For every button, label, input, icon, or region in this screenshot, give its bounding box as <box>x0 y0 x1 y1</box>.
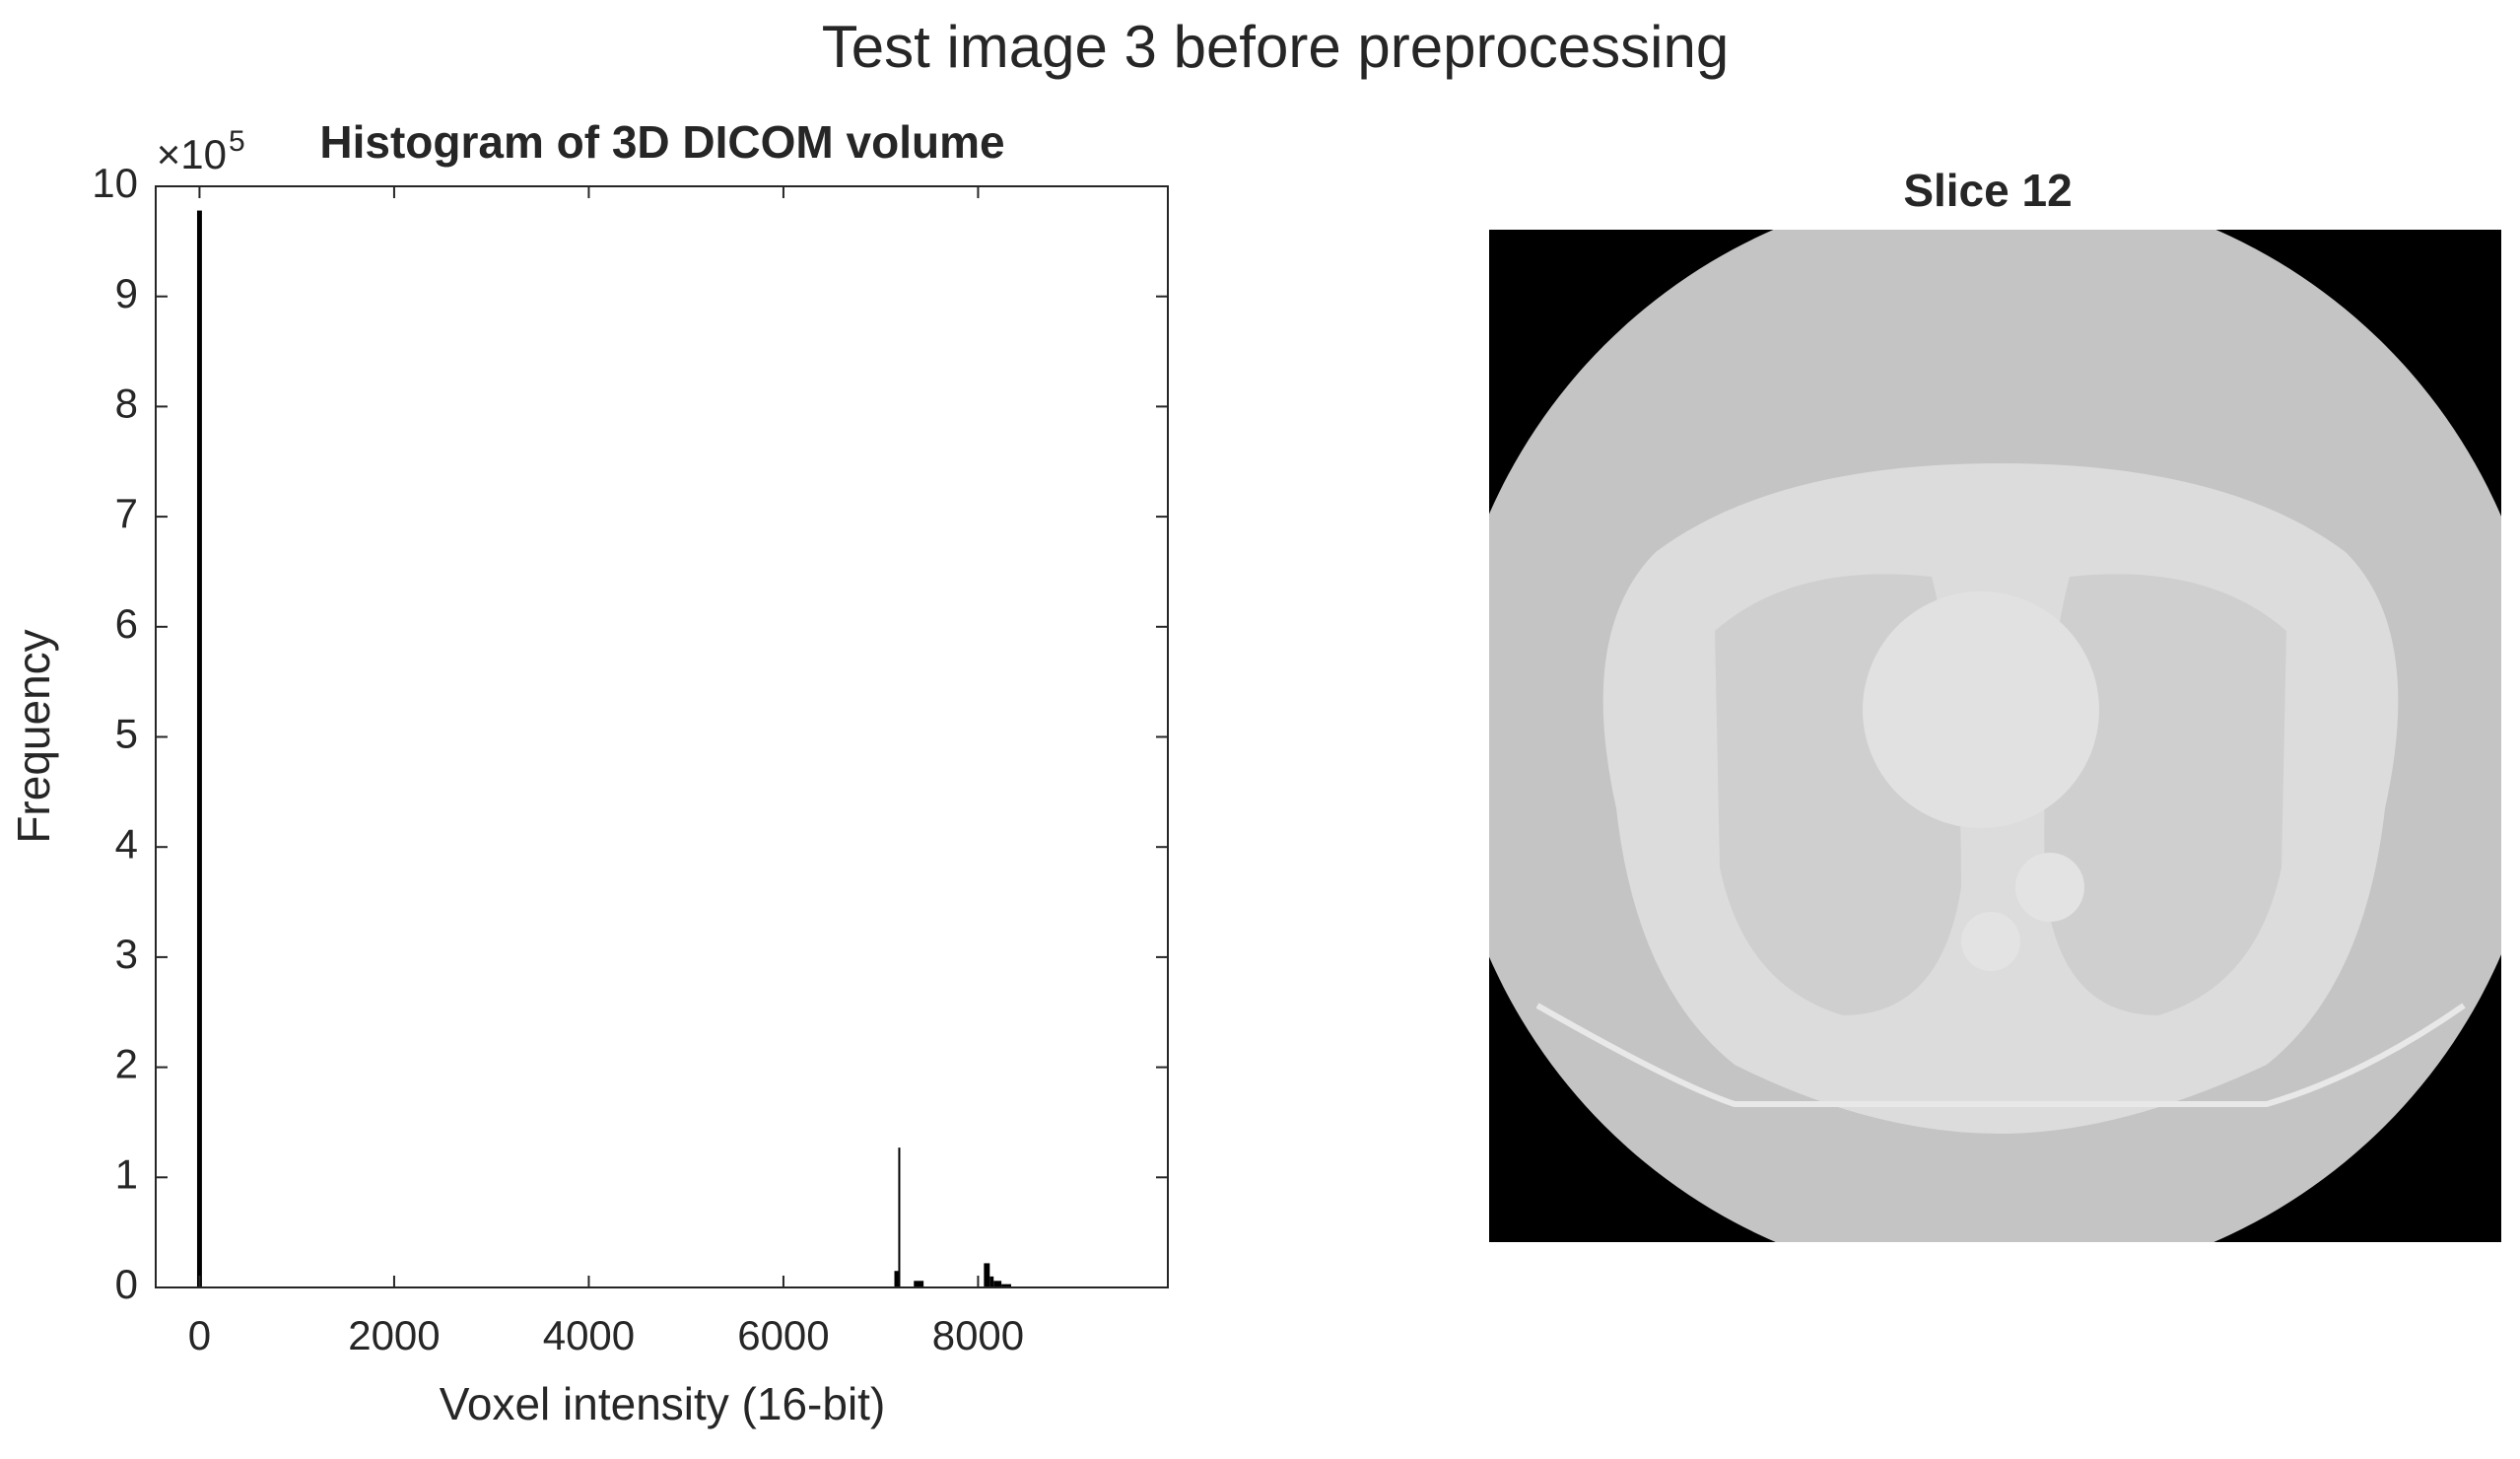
histogram-bar <box>196 210 202 1288</box>
y-tick-label: 2 <box>115 1041 138 1087</box>
x-tick-label: 4000 <box>543 1312 635 1358</box>
y-tick-label: 4 <box>115 820 138 867</box>
histogram-bar <box>914 1281 924 1287</box>
x-tick-label: 8000 <box>932 1312 1024 1358</box>
histogram-bar <box>1001 1284 1012 1287</box>
y-tick-label: 9 <box>115 270 138 316</box>
y-tick-label: 3 <box>115 931 138 977</box>
y-tick-label: 1 <box>115 1150 138 1197</box>
y-tick-label: 10 <box>92 160 138 206</box>
image-title: Slice 12 <box>1903 165 2072 216</box>
figure-title: Test image 3 before preprocessing <box>822 14 1730 80</box>
histogram-bar <box>894 1271 899 1287</box>
histogram-bar <box>898 1147 901 1287</box>
y-tick-label: 0 <box>115 1261 138 1307</box>
y-tick-label: 6 <box>115 600 138 647</box>
y-axis-label: Frequency <box>8 629 59 843</box>
x-tick-label: 2000 <box>348 1312 440 1358</box>
x-tick-label: 0 <box>188 1312 211 1358</box>
y-multiplier-base: ×10 <box>157 131 227 177</box>
chart-title: Histogram of 3D DICOM volume <box>319 116 1004 168</box>
y-tick-label: 5 <box>115 711 138 757</box>
ct-slice <box>1489 230 2501 1242</box>
x-tick-label: 6000 <box>737 1312 829 1358</box>
x-axis-label: Voxel intensity (16-bit) <box>440 1378 886 1429</box>
histogram-bar <box>993 1281 1002 1287</box>
histogram-axes: 0 2000 4000 6000 8000 0 1 2 3 4 5 6 7 8 9 10 <box>92 160 1169 1358</box>
histogram-bar <box>989 1276 994 1287</box>
histogram-bar <box>984 1263 990 1287</box>
y-tick-label: 7 <box>115 490 138 536</box>
y-tick-label: 8 <box>115 380 138 426</box>
y-multiplier-exponent: 5 <box>229 125 245 158</box>
